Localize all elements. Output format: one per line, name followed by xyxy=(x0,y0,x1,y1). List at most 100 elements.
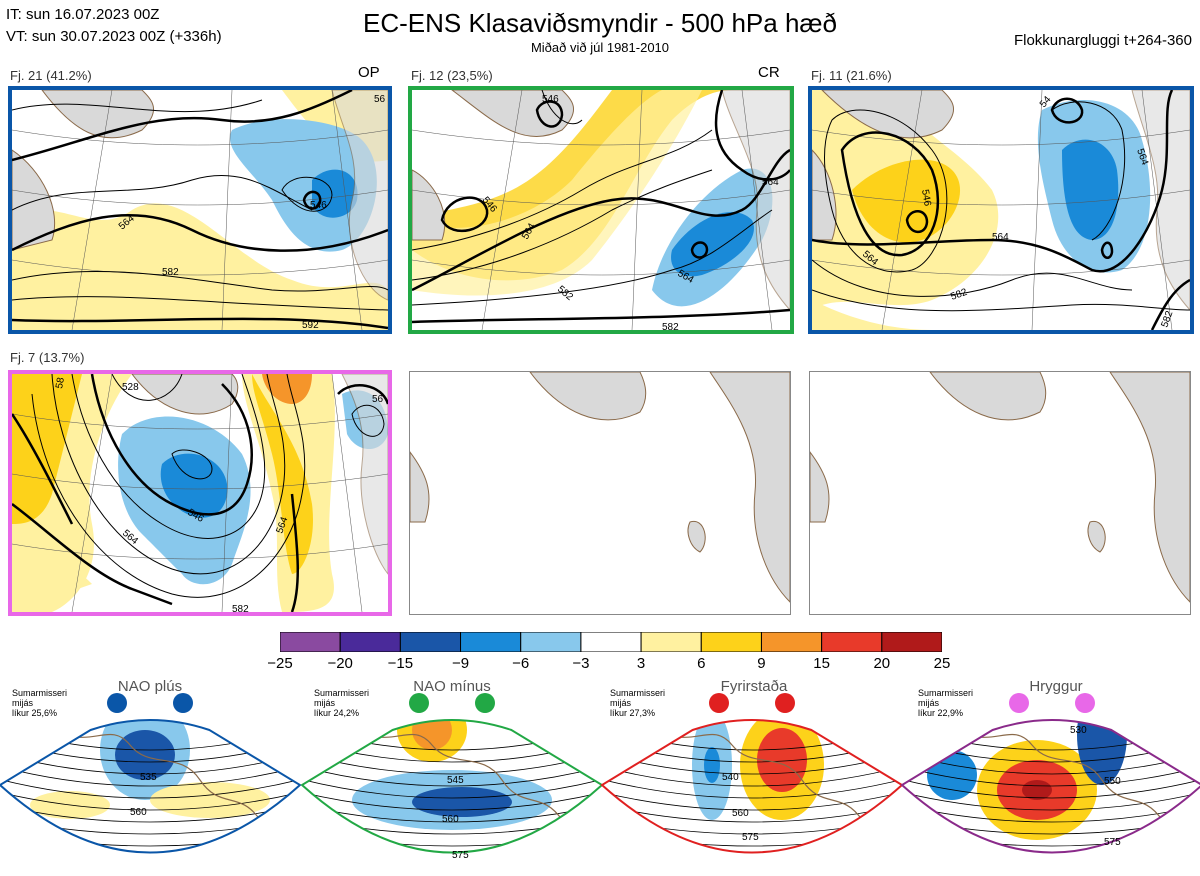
empty-map-6 xyxy=(809,371,1191,615)
height-contour xyxy=(302,776,602,799)
anomaly-blob xyxy=(115,730,175,780)
regime-marker-dot xyxy=(475,693,495,713)
contour-label: 564 xyxy=(992,232,1009,243)
height-contour xyxy=(892,855,1200,870)
anomaly-blob xyxy=(1022,780,1052,800)
colorbar-swatch xyxy=(399,631,462,653)
regime-contour-label: 560 xyxy=(732,808,749,819)
colorbar-tick-label: 6 xyxy=(697,655,706,672)
colorbar-swatch xyxy=(881,631,943,653)
anomaly-blob xyxy=(704,747,720,783)
anomaly-blob xyxy=(1017,852,1047,853)
contour-label: 58 xyxy=(54,376,67,389)
panel-2-label: Fj. 12 (23,5%) xyxy=(411,68,493,83)
colorbar-swatch xyxy=(821,631,883,653)
anomaly-blob xyxy=(757,728,807,792)
contour-label: 56 xyxy=(372,394,384,405)
height-contour xyxy=(0,776,300,799)
contour-label: 592 xyxy=(302,320,319,330)
cluster-map-2: 546 546 564 564 582 564 582 xyxy=(408,86,794,334)
regime-map-frame xyxy=(900,719,1200,854)
contour-label: 582 xyxy=(232,604,249,612)
regime-marker-dot xyxy=(775,693,795,713)
colorbar-tick-label: 3 xyxy=(636,655,646,672)
panel-4-label: Fj. 7 (13.7%) xyxy=(10,350,85,365)
regime-map-frame xyxy=(300,719,604,854)
regime-map-frame xyxy=(600,719,904,854)
colorbar-swatch xyxy=(760,631,823,653)
coastline xyxy=(961,729,1163,821)
cluster-map-3: 546 564 564 582 582 54 564 xyxy=(808,86,1194,334)
climatology-subtitle: Miðað við júl 1981-2010 xyxy=(530,40,670,55)
regime-contour-label: 550 xyxy=(1104,776,1121,787)
regime-note-blocking: Sumarmisseri mijás líkur 27,3% xyxy=(610,688,666,718)
colorbar-tick-label: −9 xyxy=(451,655,470,672)
colorbar-swatch xyxy=(520,631,582,653)
coastline xyxy=(361,729,563,821)
panel-1-tag: OP xyxy=(358,64,380,81)
height-contour xyxy=(902,776,1200,799)
colorbar-ticks: −25 −20 −15 −9 −6 −3 3 6 9 15 20 25 xyxy=(267,655,950,675)
regime-map: 530 550 575 xyxy=(892,693,1200,870)
height-contour xyxy=(602,789,902,811)
run-info: IT: sun 16.07.2023 00Z VT: sun 30.07.202… xyxy=(6,4,222,48)
colorbar-tick-label: 20 xyxy=(873,655,891,672)
cluster-map-4: 546 564 564 528 58 56 582 xyxy=(8,370,392,616)
colorbar-swatch xyxy=(640,631,702,653)
regime-contour-label: 560 xyxy=(130,807,147,818)
anomaly-blob xyxy=(1077,720,1127,785)
regime-contour-label: 530 xyxy=(1070,725,1087,736)
height-contour xyxy=(902,763,1200,787)
height-contour xyxy=(602,776,902,799)
contour-label: 546 xyxy=(310,200,327,211)
coastline xyxy=(59,729,261,821)
contour-label: 582 xyxy=(662,322,679,330)
regime-map: 535 560 xyxy=(0,693,310,870)
height-contour xyxy=(602,763,902,787)
cluster-map-1: 546 564 582 592 56 xyxy=(8,86,392,334)
contour-label: 564 xyxy=(762,177,779,188)
colorbar-tick-label: 25 xyxy=(933,655,951,672)
regime-contour-label: 540 xyxy=(722,772,739,783)
it-line: IT: sun 16.07.2023 00Z xyxy=(6,6,160,23)
height-contour xyxy=(0,763,300,787)
page-title: EC-ENS Klasaviðsmyndir - 500 hPa hæð xyxy=(363,8,837,38)
contour-label: 582 xyxy=(162,267,179,278)
colorbar-swatch xyxy=(279,631,341,653)
classification-window: Flokkunargluggi t+264-360 xyxy=(1013,32,1192,49)
contour-label: 528 xyxy=(122,382,139,393)
regime-title-nao-minus: NAO mínus xyxy=(413,678,491,695)
colorbar-tick-label: −6 xyxy=(512,655,530,672)
regime-contour-label: 545 xyxy=(447,775,464,786)
contour-label: 546 xyxy=(542,94,559,105)
regime-contour-label: 560 xyxy=(442,814,459,825)
regime-note-nao-minus: Sumarmisseri mijás líkur 24,2% xyxy=(314,688,370,718)
colorbar-tick-label: −25 xyxy=(267,655,293,672)
regime-note-nao-plus: Sumarmisseri mijás líkur 25,6% xyxy=(12,688,68,718)
height-contour xyxy=(302,789,602,811)
regime-marker-dot xyxy=(1009,693,1029,713)
height-contour xyxy=(902,789,1200,811)
regime-title-ridge: Hryggur xyxy=(1029,678,1083,695)
regime-note-ridge: Sumarmisseri mijás líkur 22,9% xyxy=(918,688,974,718)
height-contour xyxy=(0,855,310,870)
regime-contour-label: 535 xyxy=(140,772,157,783)
anomaly-blob xyxy=(412,720,452,750)
panel-3-label: Fj. 11 (21.6%) xyxy=(811,68,892,83)
colorbar-swatch xyxy=(460,631,522,653)
colorbar-tick-label: 15 xyxy=(813,655,830,672)
colorbar xyxy=(279,631,943,653)
regime-title-nao-plus: NAO plús xyxy=(117,678,183,695)
colorbar-swatch xyxy=(339,631,401,653)
regime-marker-dot xyxy=(409,693,429,713)
regime-marker-dot xyxy=(107,693,127,713)
regime-marker-dot xyxy=(1075,693,1095,713)
regime-row: 535 560 545 560 575 540 560 575 530 550 575 xyxy=(0,690,1200,871)
colorbar-swatch xyxy=(580,631,642,653)
panel-1-label: Fj. 21 (41.2%) xyxy=(10,68,92,83)
coastline xyxy=(661,729,863,821)
contour-label: 546 xyxy=(919,189,933,208)
regime-title-blocking: Fyrirstaða xyxy=(720,678,788,695)
colorbar-tick-label: −15 xyxy=(387,655,414,672)
panel-2-tag: CR xyxy=(758,64,780,81)
